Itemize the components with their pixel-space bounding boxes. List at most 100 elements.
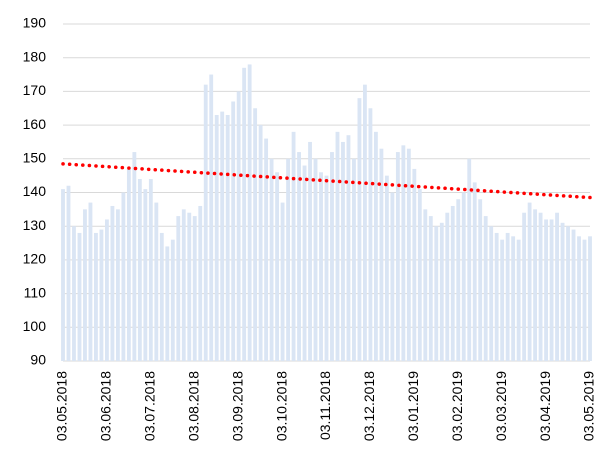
bar bbox=[324, 175, 329, 361]
bar bbox=[456, 199, 461, 361]
bar bbox=[330, 152, 334, 361]
bar bbox=[445, 212, 450, 361]
bar bbox=[352, 158, 356, 361]
bar bbox=[275, 172, 280, 361]
bar bbox=[94, 232, 98, 361]
x-tick-label: 03.08.2018 bbox=[185, 371, 201, 441]
bar bbox=[280, 202, 285, 361]
bar bbox=[203, 84, 208, 361]
bar bbox=[148, 179, 153, 361]
bar bbox=[264, 138, 269, 361]
bar bbox=[143, 189, 148, 361]
bar bbox=[104, 219, 109, 361]
bar bbox=[220, 111, 225, 362]
bar bbox=[428, 216, 433, 361]
bar bbox=[83, 209, 87, 361]
bar bbox=[209, 74, 214, 362]
bar bbox=[77, 232, 82, 361]
y-tick-label: 90 bbox=[30, 352, 46, 368]
bar bbox=[582, 239, 587, 361]
bar bbox=[258, 125, 263, 361]
x-tick-label: 03.05.2018 bbox=[54, 371, 70, 441]
bar bbox=[412, 168, 417, 361]
bar bbox=[159, 232, 164, 361]
bar bbox=[121, 192, 126, 361]
x-tick-label: 03.07.2018 bbox=[142, 371, 158, 441]
bar bbox=[555, 212, 559, 361]
bar bbox=[291, 131, 296, 361]
y-tick-label: 110 bbox=[24, 284, 47, 300]
y-tick-label: 160 bbox=[23, 116, 47, 132]
bar bbox=[236, 91, 241, 362]
bar bbox=[192, 216, 197, 361]
bar bbox=[505, 232, 510, 361]
bar bbox=[588, 236, 592, 361]
x-tick-label: 03.01.2019 bbox=[405, 371, 421, 441]
bar bbox=[577, 236, 581, 361]
x-tick-label: 03.02.2019 bbox=[449, 371, 465, 441]
x-tick-label: 03.09.2018 bbox=[229, 371, 245, 441]
x-tick-label: 03.06.2018 bbox=[98, 371, 114, 441]
bar bbox=[395, 152, 400, 361]
bar bbox=[308, 141, 312, 361]
y-tick-label: 130 bbox=[23, 217, 47, 233]
x-tick-label: 03.11.2018 bbox=[317, 371, 333, 440]
bar bbox=[538, 212, 543, 361]
bar bbox=[110, 205, 115, 361]
bar bbox=[368, 108, 373, 361]
bar bbox=[511, 236, 516, 361]
bar bbox=[560, 222, 565, 361]
bar bbox=[483, 216, 488, 361]
bar bbox=[406, 148, 411, 361]
y-tick-label: 190 bbox=[23, 15, 47, 31]
bar bbox=[126, 168, 131, 361]
bar bbox=[461, 192, 466, 361]
bar bbox=[154, 202, 159, 361]
bar bbox=[439, 222, 444, 361]
bar bbox=[247, 64, 252, 361]
bar bbox=[522, 212, 527, 361]
bar bbox=[242, 67, 247, 361]
bar bbox=[225, 114, 230, 362]
y-tick-label: 150 bbox=[23, 150, 47, 166]
bar bbox=[187, 212, 192, 361]
bar bbox=[341, 141, 345, 361]
bar bbox=[544, 219, 549, 361]
bar bbox=[571, 229, 576, 361]
bar bbox=[286, 158, 290, 361]
bar bbox=[214, 114, 219, 362]
trend-line bbox=[61, 162, 592, 200]
bar bbox=[176, 216, 181, 361]
bar bbox=[66, 185, 71, 361]
bar bbox=[434, 226, 439, 361]
bar bbox=[115, 209, 120, 361]
bar bbox=[390, 192, 395, 361]
bar bbox=[379, 148, 384, 361]
bar bbox=[489, 226, 494, 361]
bar bbox=[335, 131, 340, 361]
bar bbox=[472, 182, 477, 361]
x-tick-label: 03.04.2019 bbox=[537, 371, 553, 441]
bar bbox=[198, 205, 203, 361]
bar bbox=[363, 84, 367, 361]
bar bbox=[478, 199, 483, 361]
bar bbox=[170, 239, 175, 361]
bar bbox=[181, 209, 186, 361]
bar bbox=[549, 219, 554, 361]
bar bbox=[253, 108, 258, 361]
bar bbox=[500, 239, 505, 361]
bar bbox=[88, 202, 93, 361]
bar bbox=[132, 152, 137, 361]
bar bbox=[450, 205, 455, 361]
bar bbox=[494, 232, 499, 361]
bar bbox=[269, 158, 274, 361]
x-tick-label: 03.03.2019 bbox=[493, 371, 509, 441]
bar bbox=[319, 172, 323, 361]
y-tick-label: 180 bbox=[23, 48, 47, 64]
bar bbox=[516, 239, 521, 361]
y-tick-label: 120 bbox=[23, 251, 47, 267]
bar bbox=[99, 229, 104, 361]
bar bbox=[401, 145, 406, 361]
bar bbox=[72, 226, 76, 361]
